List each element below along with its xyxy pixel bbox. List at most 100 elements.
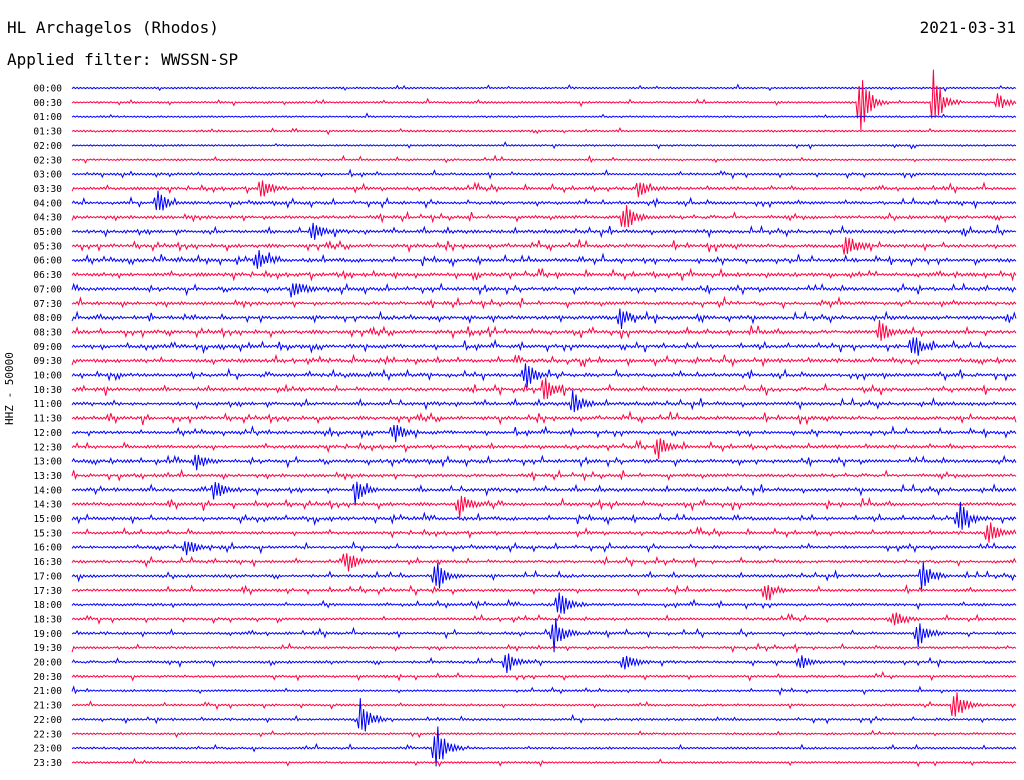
time-label-0130: 01:30 (33, 127, 62, 138)
time-label-2100: 21:00 (33, 686, 62, 697)
trace-1330 (71, 468, 1017, 482)
time-label-1830: 18:30 (33, 614, 62, 625)
time-label-1200: 12:00 (33, 428, 62, 439)
trace-0900 (71, 337, 1017, 356)
time-label-1100: 11:00 (33, 399, 62, 410)
time-label-1730: 17:30 (33, 586, 62, 597)
time-label-2000: 20:00 (33, 658, 62, 669)
trace-1230 (71, 438, 1017, 459)
seismic-traces (71, 69, 1017, 768)
time-label-1500: 15:00 (33, 514, 62, 525)
trace-2100 (71, 685, 1017, 697)
trace-0800 (71, 308, 1017, 330)
time-label-1000: 10:00 (33, 371, 62, 382)
trace-1400 (71, 481, 1017, 505)
time-label-2030: 20:30 (33, 672, 62, 683)
time-label-0230: 02:30 (33, 155, 62, 166)
trace-1430 (71, 495, 1017, 518)
time-label-0600: 06:00 (33, 256, 62, 267)
trace-0230 (71, 154, 1017, 164)
time-label-0000: 00:00 (33, 84, 62, 95)
time-label-0900: 09:00 (33, 342, 62, 353)
time-label-0200: 02:00 (33, 141, 62, 152)
filter-label: Applied filter: WWSSN-SP (7, 50, 239, 69)
time-label-1530: 15:30 (33, 528, 62, 539)
trace-1700 (71, 561, 1017, 590)
time-label-1800: 18:00 (33, 600, 62, 611)
time-label-0030: 00:30 (33, 98, 62, 109)
trace-0330 (71, 180, 1017, 198)
trace-1630 (71, 553, 1017, 572)
trace-0530 (71, 237, 1017, 255)
time-label-1700: 17:00 (33, 571, 62, 582)
time-label-1300: 13:00 (33, 457, 62, 468)
time-label-0430: 04:30 (33, 213, 62, 224)
time-label-1430: 14:30 (33, 500, 62, 511)
date-label: 2021-03-31 (919, 18, 1016, 37)
station-title: HL Archagelos (Rhodos) (7, 18, 219, 37)
time-label-2300: 23:00 (33, 744, 62, 755)
trace-1200 (71, 424, 1017, 443)
trace-1730 (71, 583, 1017, 601)
trace-0130 (71, 127, 1017, 136)
trace-0600 (71, 250, 1017, 269)
trace-0730 (71, 295, 1017, 310)
trace-0700 (71, 282, 1017, 298)
time-label-1400: 14:00 (33, 485, 62, 496)
trace-1930 (71, 642, 1017, 654)
time-label-0630: 06:30 (33, 270, 62, 281)
time-label-1900: 19:00 (33, 629, 62, 640)
trace-0400 (71, 190, 1017, 211)
trace-1030 (71, 377, 1017, 400)
time-label-0530: 05:30 (33, 241, 62, 252)
time-label-0500: 05:00 (33, 227, 62, 238)
trace-1100 (71, 390, 1017, 413)
trace-0830 (71, 320, 1017, 341)
trace-1900 (71, 618, 1017, 653)
trace-2300 (71, 726, 1017, 767)
time-label-0930: 09:30 (33, 356, 62, 367)
time-label-0300: 03:00 (33, 170, 62, 181)
time-label-1030: 10:30 (33, 385, 62, 396)
trace-2030 (71, 670, 1017, 682)
time-label-0830: 08:30 (33, 327, 62, 338)
time-label-1330: 13:30 (33, 471, 62, 482)
trace-2230 (71, 729, 1017, 739)
trace-1800 (71, 592, 1017, 614)
trace-0500 (71, 222, 1017, 240)
trace-0300 (71, 168, 1017, 180)
time-label-0400: 04:00 (33, 198, 62, 209)
time-label-1630: 16:30 (33, 557, 62, 568)
time-label-1930: 19:30 (33, 643, 62, 654)
trace-0930 (71, 353, 1017, 368)
time-label-1600: 16:00 (33, 543, 62, 554)
trace-0630 (71, 267, 1017, 282)
trace-1000 (71, 363, 1017, 388)
time-label-1230: 12:30 (33, 442, 62, 453)
trace-0000 (71, 83, 1017, 93)
trace-2330 (71, 757, 1017, 768)
time-label-0330: 03:30 (33, 184, 62, 195)
trace-1530 (71, 522, 1017, 543)
time-label-2330: 23:30 (33, 758, 62, 769)
trace-1500 (71, 501, 1017, 530)
trace-0030 (71, 69, 1017, 131)
time-labels: 00:00 00:30 01:00 01:30 02:00 02:30 03:00 03:30… (33, 84, 62, 769)
trace-0430 (71, 205, 1017, 228)
time-label-0700: 07:00 (33, 284, 62, 295)
trace-1130 (71, 410, 1017, 426)
trace-0200 (71, 141, 1017, 150)
trace-1600 (71, 540, 1017, 556)
trace-2130 (71, 692, 1017, 717)
trace-1830 (71, 612, 1017, 626)
time-label-0730: 07:30 (33, 299, 62, 310)
trace-1300 (71, 454, 1017, 471)
time-label-1130: 11:30 (33, 414, 62, 425)
time-label-0800: 08:00 (33, 313, 62, 324)
trace-2000 (71, 653, 1017, 674)
time-label-2130: 21:30 (33, 701, 62, 712)
time-label-2200: 22:00 (33, 715, 62, 726)
time-label-2230: 22:30 (33, 729, 62, 740)
trace-2200 (71, 698, 1017, 732)
